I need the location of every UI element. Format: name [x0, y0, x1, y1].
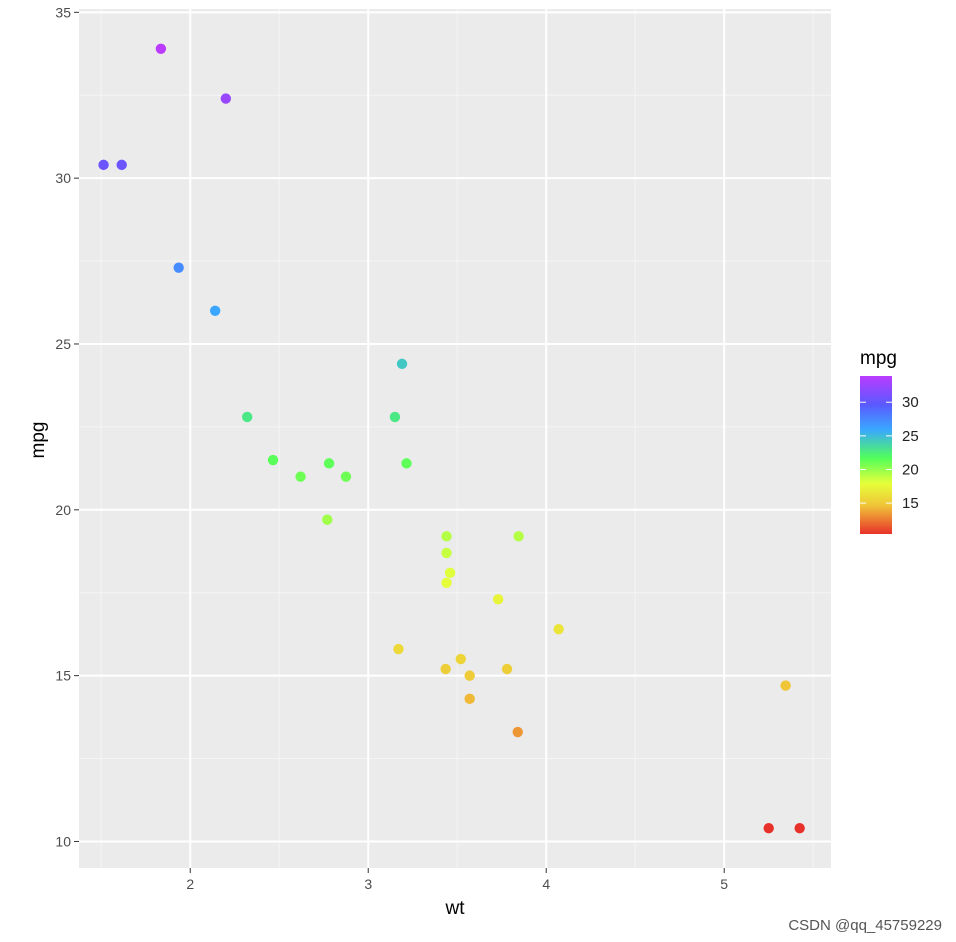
data-point	[322, 514, 333, 525]
data-point	[512, 726, 523, 738]
legend-label: 15	[902, 495, 919, 512]
data-point	[393, 643, 404, 655]
y-tick-labels: 10 15 20 25 30 35	[55, 4, 71, 849]
legend-title: mpg	[860, 348, 897, 369]
watermark: CSDN @qq_45759229	[788, 917, 942, 934]
data-point	[763, 823, 774, 834]
data-point	[440, 663, 451, 675]
data-points	[98, 43, 805, 834]
data-point	[116, 159, 127, 171]
y-tick-label: 10	[55, 833, 71, 849]
legend-label: 20	[902, 461, 919, 478]
y-tick-label: 35	[55, 4, 71, 20]
legend-label: 25	[902, 428, 919, 445]
legend-label: 30	[902, 394, 919, 411]
data-point	[513, 531, 524, 542]
x-tick-label: 2	[186, 876, 194, 892]
data-point	[340, 471, 352, 482]
x-tick-label: 5	[720, 876, 728, 892]
data-point	[98, 159, 109, 171]
data-point	[794, 823, 805, 834]
y-tick-label: 20	[55, 502, 71, 518]
data-point	[464, 693, 475, 705]
data-point	[780, 680, 791, 691]
data-point	[155, 43, 167, 54]
data-point	[501, 663, 513, 675]
x-axis-title: wt	[445, 898, 466, 919]
y-tick-label: 25	[55, 336, 71, 352]
y-tick-label: 15	[55, 668, 71, 684]
y-axis-title: mpg	[28, 422, 49, 459]
x-tick-labels: 2 3 4 5	[186, 876, 728, 892]
data-point	[464, 670, 475, 681]
grid-major	[79, 9, 831, 868]
data-point	[220, 93, 232, 104]
data-point	[455, 653, 466, 665]
data-point	[209, 305, 221, 317]
legend-colorbar	[860, 376, 892, 534]
grid-minor	[79, 9, 831, 868]
axis-ticks	[74, 11, 725, 873]
legend-ticks: 30 25 20 15	[860, 394, 919, 512]
plot-panel	[79, 9, 831, 868]
legend: mpg 30 25 20 15	[860, 348, 919, 534]
data-point	[173, 262, 184, 273]
x-tick-label: 3	[364, 876, 372, 892]
data-point	[323, 458, 335, 469]
data-point	[396, 358, 408, 370]
data-point	[441, 577, 452, 588]
data-point	[444, 567, 456, 579]
data-point	[553, 624, 564, 635]
data-point	[492, 594, 504, 605]
data-point	[441, 531, 452, 542]
data-point	[241, 411, 253, 423]
data-point	[295, 471, 306, 482]
y-tick-label: 30	[55, 170, 71, 186]
data-point	[401, 458, 412, 469]
data-point	[389, 411, 401, 423]
data-point	[441, 547, 452, 559]
x-tick-label: 4	[542, 876, 550, 892]
data-point	[267, 454, 279, 466]
